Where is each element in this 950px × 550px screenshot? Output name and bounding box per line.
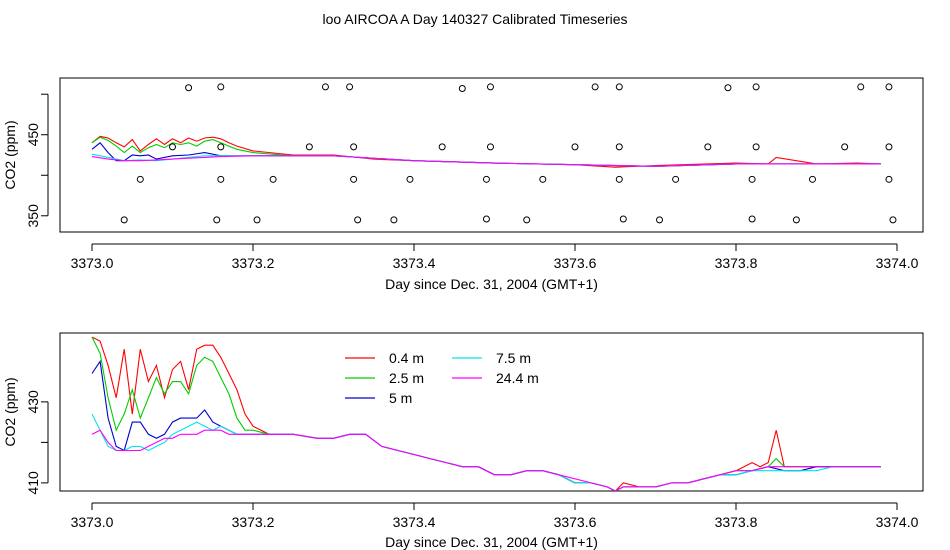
y-tick-label: 410 <box>25 471 41 495</box>
data-point <box>748 175 756 183</box>
x-axis-title: Day since Dec. 31, 2004 (GMT+1) <box>385 534 598 550</box>
series-line-7-5-m <box>91 413 881 491</box>
data-point <box>486 143 494 151</box>
data-point <box>169 143 176 151</box>
series-line-2-5-m <box>91 136 881 167</box>
data-point <box>885 143 893 151</box>
data-point <box>591 83 599 91</box>
top-panel: 3373.0 3373.2 3373.4 3373.6 3373.8 3374.0 Day … <box>2 77 924 292</box>
data-point <box>619 215 627 223</box>
x-tick-label: 3373.2 <box>232 514 275 530</box>
data-point <box>213 216 221 224</box>
y-tick-label: 450 <box>25 123 41 147</box>
legend-label: 24.4 m <box>496 370 539 386</box>
y-tick-label: 430 <box>25 390 41 414</box>
data-point <box>217 143 225 151</box>
data-point <box>885 83 893 91</box>
legend-label: 7.5 m <box>496 350 531 366</box>
bottom-panel: 3373.0 3373.2 3373.4 3373.6 3373.8 3374.0 Day … <box>2 332 924 550</box>
legend-label: 5 m <box>389 390 412 406</box>
legend: 0.4 m 2.5 m 5 m 7.5 m 24.4 m <box>345 350 539 406</box>
data-point <box>482 175 490 183</box>
x-tick-label: 3374.0 <box>876 514 919 530</box>
y-axis-title: CO2 (ppm) <box>2 120 18 189</box>
x-tick-label: 3374.0 <box>876 255 919 271</box>
data-point <box>321 83 329 91</box>
data-point <box>724 84 732 92</box>
x-tick-label: 3373.6 <box>554 255 597 271</box>
data-point <box>346 83 354 91</box>
data-point <box>120 216 128 224</box>
plot-frame <box>59 77 924 233</box>
data-point <box>354 216 362 224</box>
data-point <box>482 215 490 223</box>
data-point <box>438 143 446 151</box>
data-point <box>458 85 466 93</box>
legend-label: 2.5 m <box>389 370 424 386</box>
data-point <box>889 216 897 224</box>
data-point <box>269 175 277 183</box>
data-point <box>752 83 760 91</box>
data-point <box>857 83 865 91</box>
series-line-7-5-m <box>91 153 881 167</box>
series-line-24-4-m <box>91 155 881 167</box>
x-tick-label: 3373.0 <box>71 514 114 530</box>
y-tick-label: 350 <box>25 204 41 228</box>
data-point <box>615 175 623 183</box>
data-point <box>486 83 494 91</box>
data-point <box>406 175 414 183</box>
x-tick-label: 3373.4 <box>393 255 436 271</box>
data-point <box>752 143 760 151</box>
data-point <box>305 143 313 151</box>
y-axis-title: CO2 (ppm) <box>2 377 18 446</box>
x-tick-label: 3373.0 <box>71 255 114 271</box>
x-tick-label: 3373.2 <box>232 255 275 271</box>
data-point <box>571 143 579 151</box>
data-point <box>704 143 712 151</box>
data-point <box>136 175 144 183</box>
data-point <box>350 175 358 183</box>
data-point <box>672 175 680 183</box>
data-point <box>615 83 623 91</box>
data-point <box>656 216 664 224</box>
x-tick-label: 3373.4 <box>393 514 436 530</box>
data-point <box>792 216 800 224</box>
x-axis-title: Day since Dec. 31, 2004 (GMT+1) <box>385 276 598 292</box>
plot-frame <box>59 332 924 492</box>
data-point <box>808 175 816 183</box>
data-point <box>615 143 623 151</box>
x-tick-label: 3373.8 <box>715 255 758 271</box>
data-point <box>885 175 893 183</box>
plot-area <box>91 83 897 224</box>
x-tick-label: 3373.6 <box>554 514 597 530</box>
legend-label: 0.4 m <box>389 350 424 366</box>
series-line-24-4-m <box>91 429 881 491</box>
data-point <box>539 175 547 183</box>
data-point <box>350 143 358 151</box>
chart-title: loo AIRCOA A Day 140327 Calibrated Times… <box>322 11 627 27</box>
plot-area <box>91 336 881 491</box>
data-point <box>523 216 531 224</box>
data-point <box>217 83 225 91</box>
data-point <box>185 84 193 92</box>
data-point <box>217 175 225 183</box>
x-tick-label: 3373.8 <box>715 514 758 530</box>
data-point <box>841 143 849 151</box>
data-point <box>253 216 261 224</box>
series-line-5-m <box>91 359 881 491</box>
series-line-0-4-m <box>91 135 881 168</box>
data-point <box>390 216 398 224</box>
data-point <box>748 215 756 223</box>
